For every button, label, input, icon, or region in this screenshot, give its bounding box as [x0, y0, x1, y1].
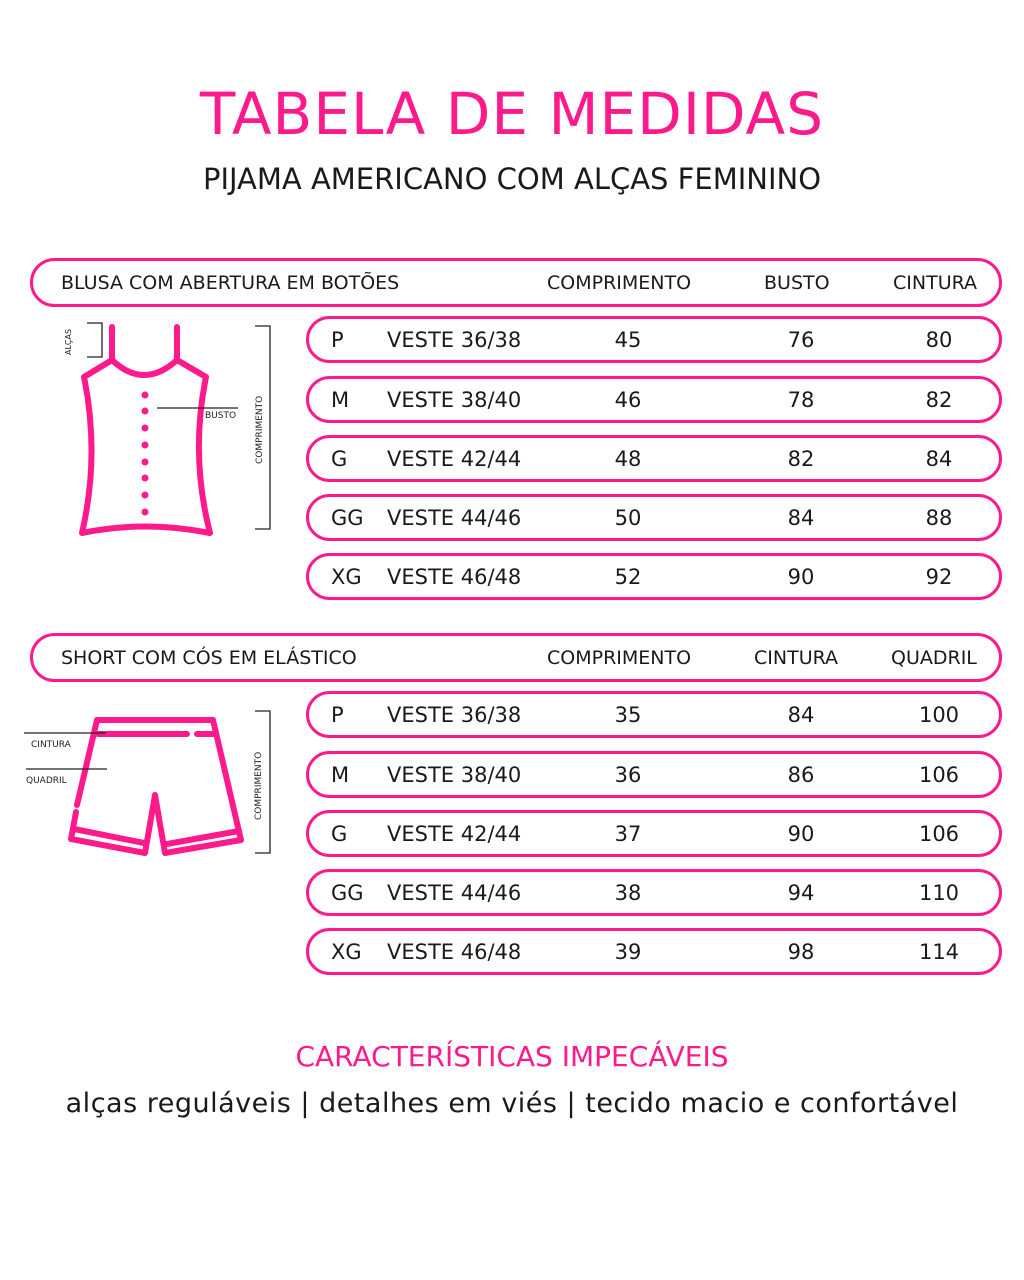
measure-value: 84: [787, 703, 815, 727]
measure-value: 92: [925, 565, 953, 589]
veste-label: VESTE 36/38: [387, 328, 522, 352]
measure-value: 50: [614, 506, 642, 530]
column-header: CINTURA: [754, 647, 839, 669]
size-label: P: [331, 328, 344, 352]
comprimento-label: COMPRIMENTO: [255, 395, 265, 464]
veste-label: VESTE 38/40: [387, 388, 522, 412]
size-label: G: [331, 447, 348, 471]
measure-value: 48: [614, 447, 642, 471]
size-row: P VESTE 36/38 45 76 80: [306, 316, 1002, 363]
cintura-label: CINTURA: [31, 740, 71, 750]
features-text: alças reguláveis | detalhes em viés | te…: [65, 1088, 959, 1119]
veste-label: VESTE 46/48: [387, 565, 522, 589]
column-header: QUADRIL: [891, 647, 977, 669]
measure-value: 78: [787, 388, 815, 412]
measure-value: 36: [614, 763, 642, 787]
veste-label: VESTE 38/40: [387, 763, 522, 787]
size-label: M: [331, 763, 350, 787]
comprimento-label: COMPRIMENTO: [254, 751, 264, 820]
veste-label: VESTE 44/46: [387, 881, 522, 905]
size-label: G: [331, 822, 348, 846]
measure-value: 46: [614, 388, 642, 412]
column-header: COMPRIMENTO: [547, 272, 692, 294]
blusa-header: BLUSA COM ABERTURA EM BOTÕES COMPRIMENTO…: [30, 258, 1002, 307]
size-row: G VESTE 42/44 48 82 84: [306, 435, 1002, 482]
measure-value: 82: [925, 388, 953, 412]
size-label: P: [331, 703, 344, 727]
measure-value: 94: [787, 881, 815, 905]
blusa-title: BLUSA COM ABERTURA EM BOTÕES: [61, 272, 400, 294]
column-header: CINTURA: [893, 272, 978, 294]
page-subtitle: PIJAMA AMERICANO COM ALÇAS FEMININO: [202, 162, 822, 196]
features-title: CARACTERÍSTICAS IMPECÁVEIS: [295, 1040, 729, 1073]
measure-value: 100: [918, 703, 960, 727]
measure-value: 80: [925, 328, 953, 352]
measure-value: 39: [614, 940, 642, 964]
size-row: P VESTE 36/38 35 84 100: [306, 691, 1002, 738]
veste-label: VESTE 46/48: [387, 940, 522, 964]
size-row: XG VESTE 46/48 39 98 114: [306, 928, 1002, 975]
column-header: BUSTO: [764, 272, 830, 294]
size-row: GG VESTE 44/46 50 84 88: [306, 494, 1002, 541]
measure-value: 45: [614, 328, 642, 352]
measure-value: 52: [614, 565, 642, 589]
veste-label: VESTE 42/44: [387, 822, 522, 846]
measure-value: 82: [787, 447, 815, 471]
measure-value: 106: [918, 763, 960, 787]
measure-value: 110: [918, 881, 960, 905]
alcas-label: ALÇAS: [64, 328, 73, 355]
veste-label: VESTE 44/46: [387, 506, 522, 530]
size-row: M VESTE 38/40 46 78 82: [306, 376, 1002, 423]
size-label: XG: [331, 565, 362, 589]
size-label: GG: [331, 506, 364, 530]
measure-value: 90: [787, 822, 815, 846]
measure-value: 76: [787, 328, 815, 352]
measure-value: 38: [614, 881, 642, 905]
measure-value: 84: [787, 506, 815, 530]
size-label: GG: [331, 881, 364, 905]
measure-value: 35: [614, 703, 642, 727]
measure-value: 114: [918, 940, 960, 964]
veste-label: VESTE 42/44: [387, 447, 522, 471]
veste-label: VESTE 36/38: [387, 703, 522, 727]
size-row: G VESTE 42/44 37 90 106: [306, 810, 1002, 857]
size-row: GG VESTE 44/46 38 94 110: [306, 869, 1002, 916]
page-title: TABELA DE MEDIDAS: [199, 80, 825, 148]
busto-label: BUSTO: [205, 411, 237, 421]
measure-value: 90: [787, 565, 815, 589]
shorts-diagram: [24, 710, 271, 856]
measure-value: 37: [614, 822, 642, 846]
short-title: SHORT COM CÓS EM ELÁSTICO: [61, 647, 357, 669]
size-label: XG: [331, 940, 362, 964]
size-row: XG VESTE 46/48 52 90 92: [306, 553, 1002, 600]
tank-top-diagram: [79, 322, 271, 536]
quadril-label: QUADRIL: [26, 776, 67, 786]
size-label: M: [331, 388, 350, 412]
column-header: COMPRIMENTO: [547, 647, 692, 669]
measure-value: 84: [925, 447, 953, 471]
measure-value: 88: [925, 506, 953, 530]
measure-value: 98: [787, 940, 815, 964]
measure-value: 86: [787, 763, 815, 787]
short-header: SHORT COM CÓS EM ELÁSTICO COMPRIMENTO CI…: [30, 633, 1002, 682]
measure-value: 106: [918, 822, 960, 846]
size-row: M VESTE 38/40 36 86 106: [306, 751, 1002, 798]
